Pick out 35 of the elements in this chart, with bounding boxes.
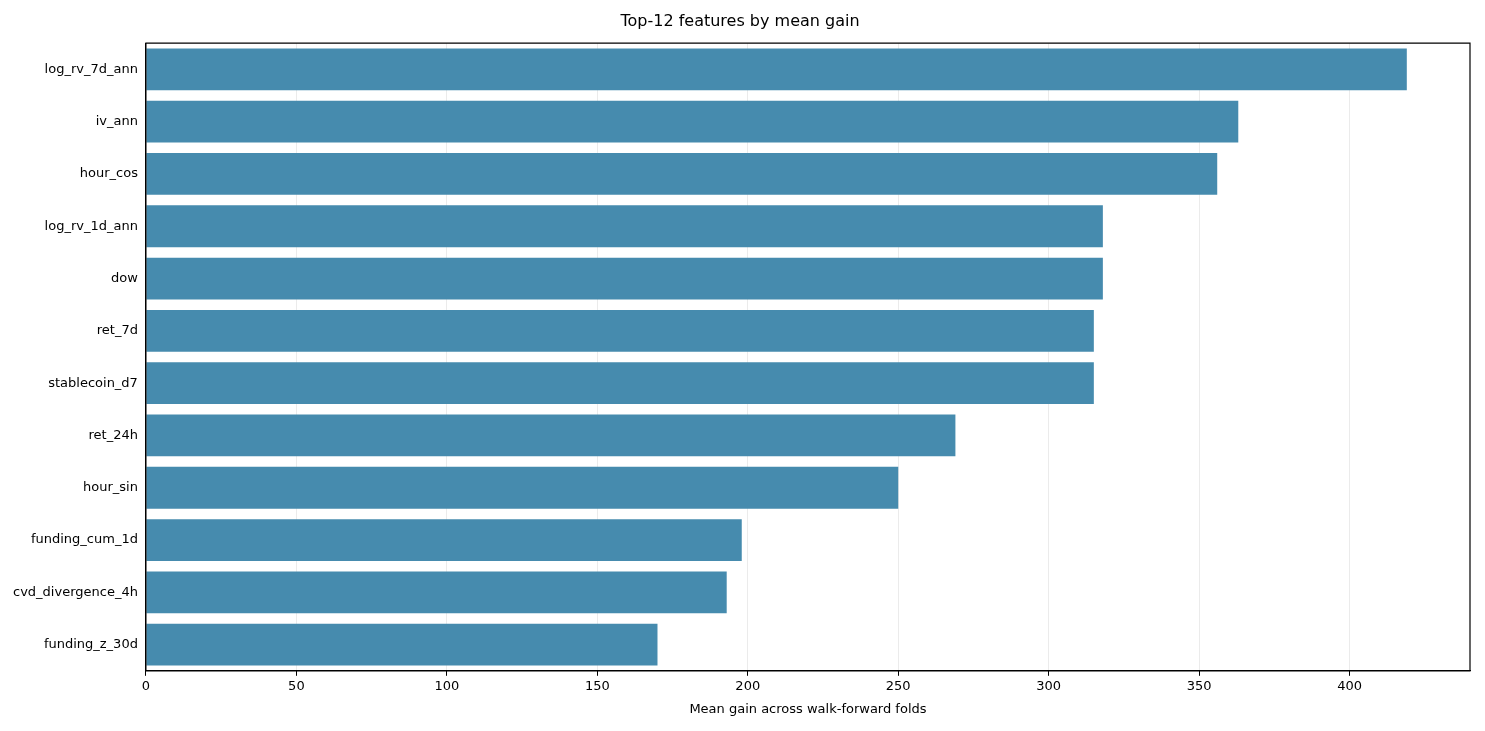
bar bbox=[146, 100, 1239, 143]
chart-title: Top-12 features by mean gain bbox=[619, 10, 860, 30]
bar bbox=[146, 571, 727, 614]
y-tick-label: log_rv_7d_ann bbox=[44, 60, 138, 76]
bar bbox=[146, 257, 1103, 300]
bar bbox=[146, 309, 1094, 352]
bar bbox=[146, 205, 1103, 248]
bar bbox=[146, 362, 1094, 405]
x-tick-label: 350 bbox=[1186, 677, 1212, 693]
bar bbox=[146, 623, 658, 666]
y-tick-label: stablecoin_d7 bbox=[48, 374, 138, 390]
x-tick-label: 150 bbox=[584, 677, 610, 693]
x-tick-label: 250 bbox=[885, 677, 911, 693]
bar bbox=[146, 153, 1218, 195]
y-tick-label: hour_sin bbox=[83, 479, 138, 495]
x-tick-label: 0 bbox=[141, 677, 151, 693]
bar bbox=[146, 466, 899, 509]
y-tick-label: ret_24h bbox=[88, 426, 138, 442]
y-tick-label: dow bbox=[111, 269, 139, 285]
bar bbox=[146, 48, 1407, 91]
x-tick-label: 100 bbox=[434, 677, 460, 693]
bar bbox=[146, 414, 956, 457]
y-tick-label: hour_cos bbox=[79, 165, 139, 181]
y-tick-label: log_rv_1d_ann bbox=[44, 217, 138, 233]
x-tick-label: 300 bbox=[1036, 677, 1062, 693]
y-tick-label: iv_ann bbox=[95, 113, 138, 129]
bar bbox=[146, 519, 742, 561]
x-tick-label: 200 bbox=[735, 677, 761, 693]
y-tick-label: ret_7d bbox=[96, 322, 138, 338]
y-tick-label: funding_cum_1d bbox=[30, 531, 138, 547]
x-axis-title: Mean gain across walk-forward folds bbox=[689, 700, 927, 716]
y-tick-label: funding_z_30d bbox=[43, 636, 138, 652]
x-tick-label: 50 bbox=[288, 677, 305, 693]
y-tick-label: cvd_divergence_4h bbox=[12, 583, 138, 599]
x-tick-label: 400 bbox=[1337, 677, 1363, 693]
